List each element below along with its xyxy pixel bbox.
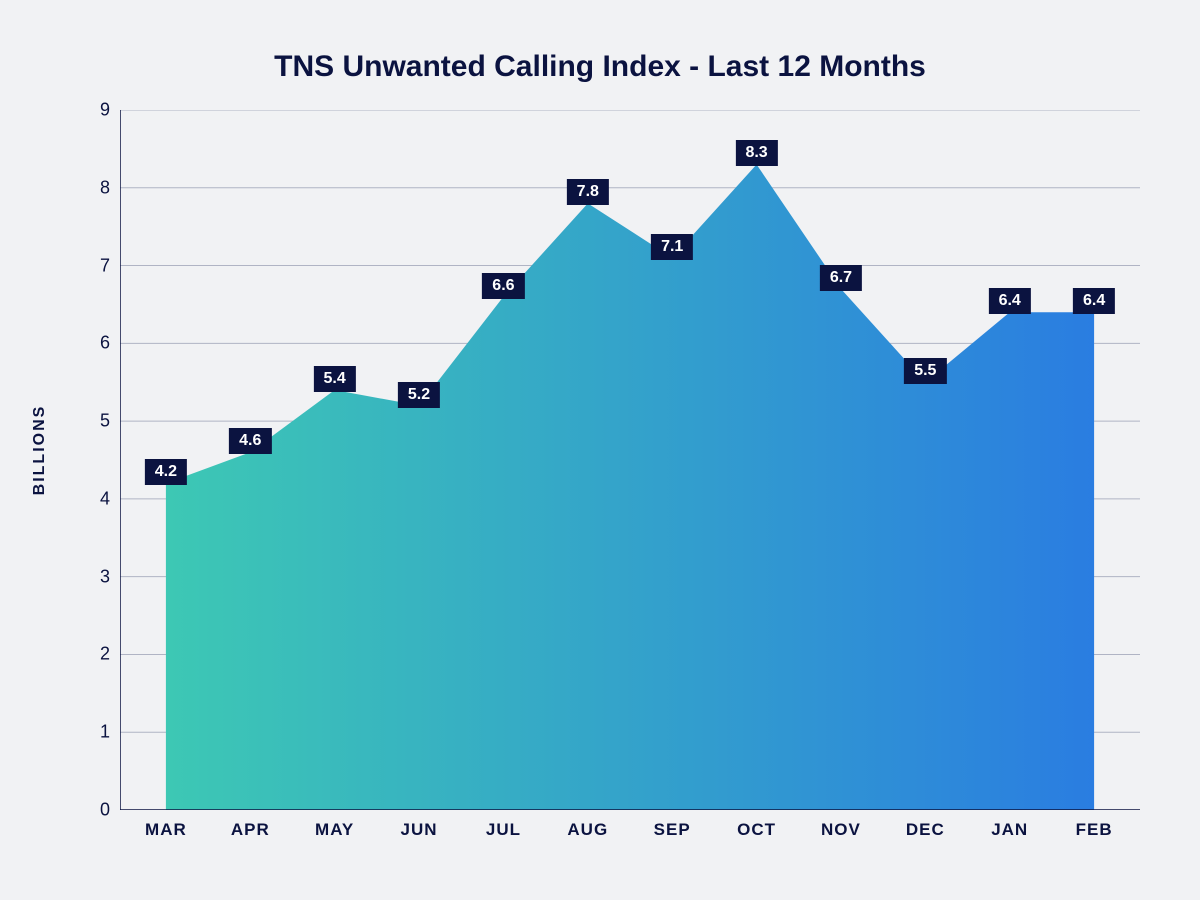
chart-title: TNS Unwanted Calling Index - Last 12 Mon…	[0, 50, 1200, 84]
data-point-label: 6.4	[989, 288, 1031, 314]
x-tick-label: JUL	[486, 820, 521, 840]
data-point-label: 7.1	[651, 234, 693, 260]
x-tick-label: AUG	[567, 820, 608, 840]
y-tick-label: 7	[100, 255, 110, 276]
chart-container: TNS Unwanted Calling Index - Last 12 Mon…	[0, 0, 1200, 900]
x-tick-label: OCT	[737, 820, 776, 840]
data-point-label: 4.6	[229, 428, 271, 454]
data-point-label: 6.7	[820, 265, 862, 291]
y-tick-label: 9	[100, 100, 110, 121]
x-tick-label: FEB	[1076, 820, 1113, 840]
y-tick-label: 8	[100, 177, 110, 198]
data-point-label: 5.5	[904, 358, 946, 384]
x-tick-label: NOV	[821, 820, 861, 840]
y-tick-label: 2	[100, 644, 110, 665]
x-tick-label: JAN	[991, 820, 1028, 840]
area-chart-svg	[120, 110, 1140, 810]
y-tick-label: 6	[100, 333, 110, 354]
data-point-label: 6.4	[1073, 288, 1115, 314]
y-tick-label: 4	[100, 488, 110, 509]
y-tick-label: 3	[100, 566, 110, 587]
data-point-label: 8.3	[735, 140, 777, 166]
x-tick-label: APR	[231, 820, 270, 840]
y-axis-label: BILLIONS	[31, 405, 49, 496]
data-point-label: 4.2	[145, 459, 187, 485]
y-tick-label: 5	[100, 411, 110, 432]
data-point-label: 6.6	[482, 273, 524, 299]
plot-area	[120, 110, 1140, 810]
data-point-label: 7.8	[567, 179, 609, 205]
x-tick-label: MAY	[315, 820, 354, 840]
y-tick-label: 0	[100, 800, 110, 821]
x-tick-label: MAR	[145, 820, 187, 840]
x-tick-label: JUN	[401, 820, 438, 840]
y-tick-label: 1	[100, 722, 110, 743]
data-point-label: 5.2	[398, 382, 440, 408]
data-point-label: 5.4	[314, 366, 356, 392]
x-tick-label: SEP	[654, 820, 691, 840]
x-tick-label: DEC	[906, 820, 945, 840]
